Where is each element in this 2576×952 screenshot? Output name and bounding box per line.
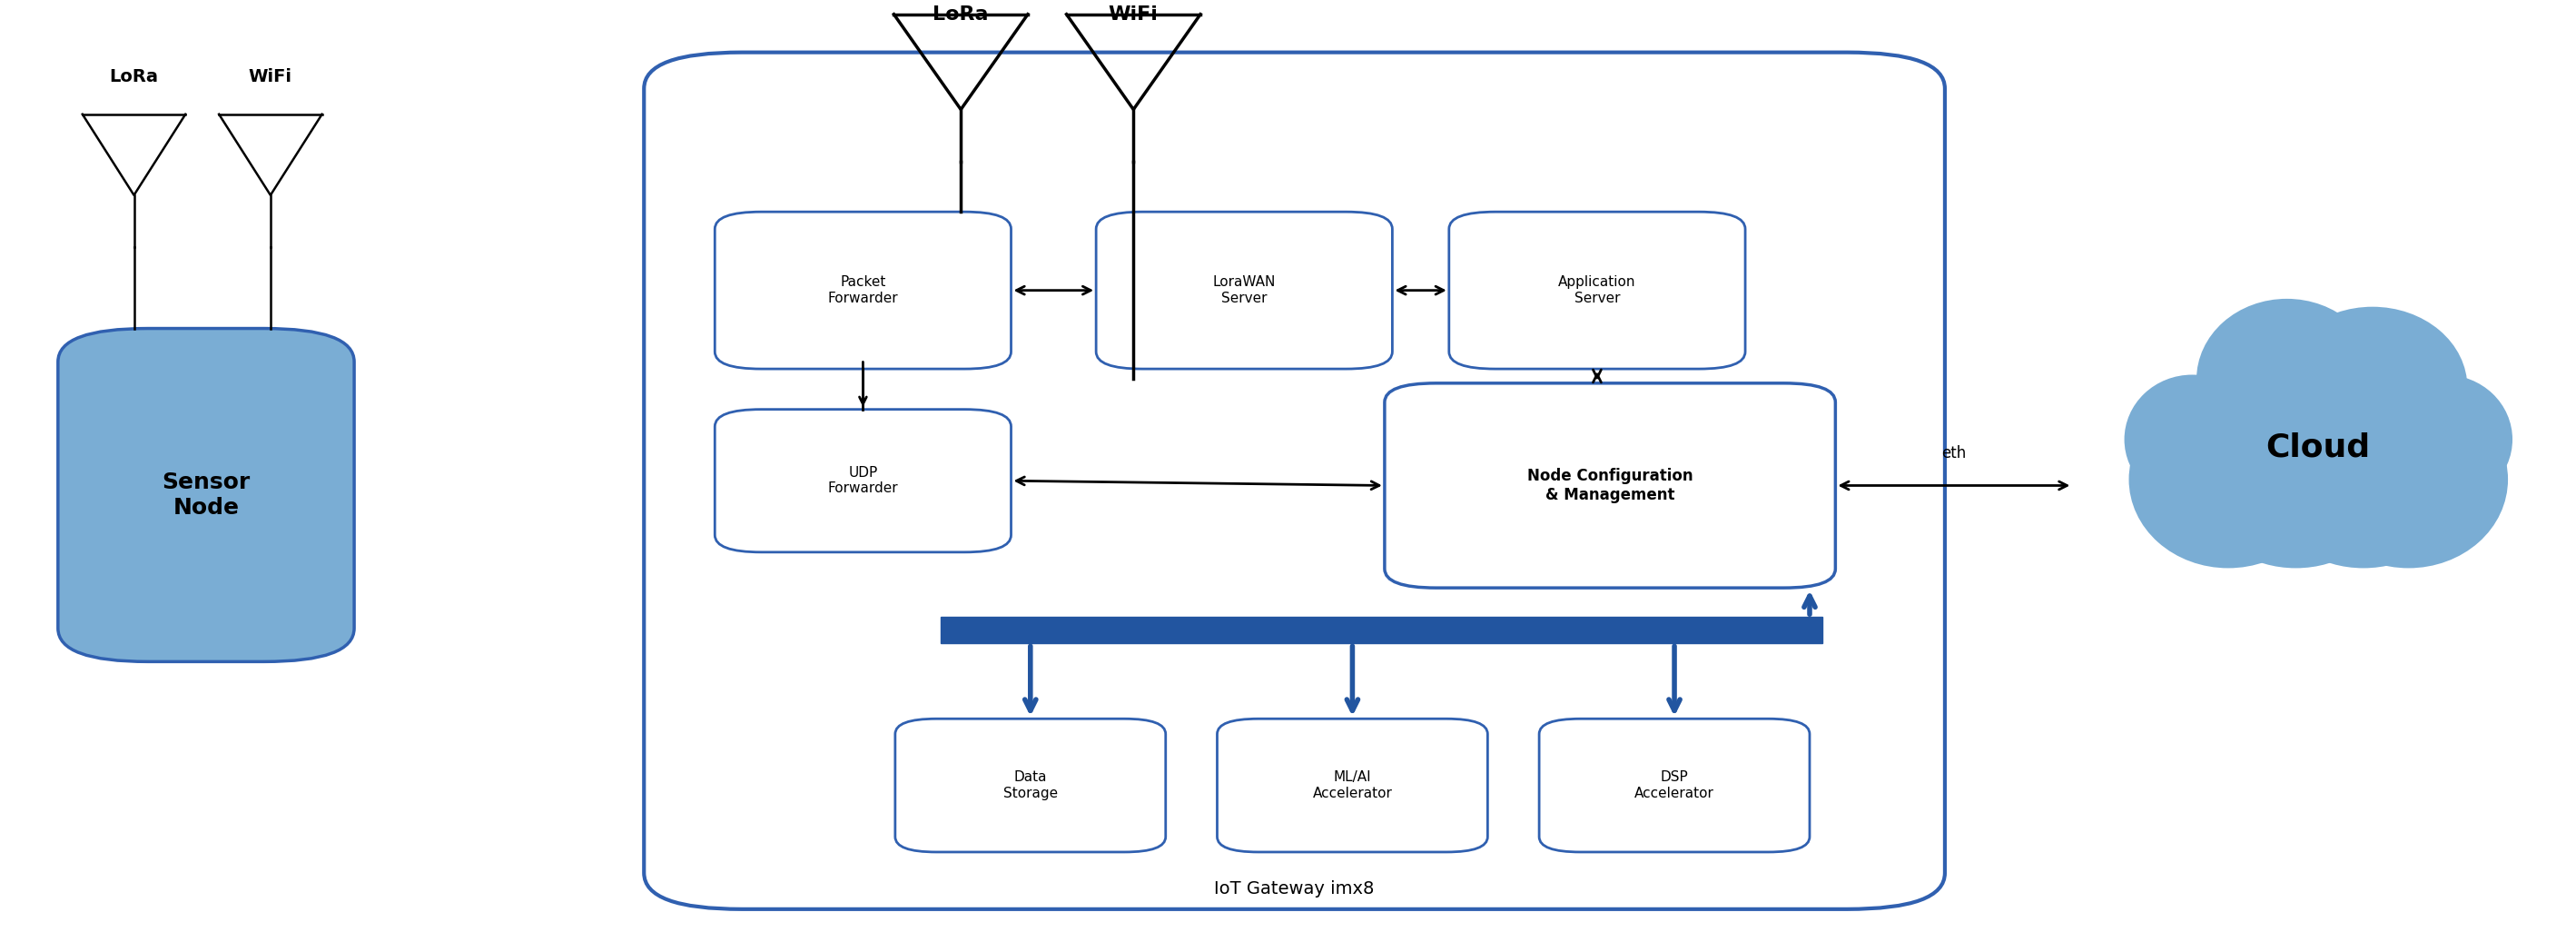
Text: ML/AI
Accelerator: ML/AI Accelerator xyxy=(1314,771,1391,800)
Text: Data
Storage: Data Storage xyxy=(1002,771,1059,800)
Ellipse shape xyxy=(2380,380,2509,500)
FancyBboxPatch shape xyxy=(644,52,1945,909)
Ellipse shape xyxy=(2128,380,2257,500)
Text: UDP
Forwarder: UDP Forwarder xyxy=(827,466,899,495)
Text: Packet
Forwarder: Packet Forwarder xyxy=(827,276,899,305)
FancyBboxPatch shape xyxy=(1218,719,1489,852)
Text: DSP
Accelerator: DSP Accelerator xyxy=(1636,771,1713,800)
FancyBboxPatch shape xyxy=(1448,212,1747,369)
FancyBboxPatch shape xyxy=(1540,719,1808,852)
Text: Cloud: Cloud xyxy=(2267,432,2370,463)
Text: Application
Server: Application Server xyxy=(1558,276,1636,305)
Ellipse shape xyxy=(2172,344,2465,551)
FancyBboxPatch shape xyxy=(896,719,1164,852)
Text: LoRa: LoRa xyxy=(933,6,989,24)
Text: WiFi: WiFi xyxy=(250,69,291,86)
FancyBboxPatch shape xyxy=(1095,212,1391,369)
Text: WiFi: WiFi xyxy=(1108,6,1159,24)
Text: LoraWAN
Server: LoraWAN Server xyxy=(1213,276,1275,305)
Ellipse shape xyxy=(2133,395,2324,564)
Ellipse shape xyxy=(2313,395,2504,564)
Text: LoRa: LoRa xyxy=(108,69,160,86)
FancyBboxPatch shape xyxy=(57,328,355,662)
Ellipse shape xyxy=(2200,304,2372,455)
Bar xyxy=(940,617,1824,644)
Ellipse shape xyxy=(2285,451,2442,564)
Text: IoT Gateway imx8: IoT Gateway imx8 xyxy=(1213,881,1376,898)
FancyBboxPatch shape xyxy=(1386,383,1834,587)
FancyBboxPatch shape xyxy=(716,409,1010,552)
Text: Node Configuration
& Management: Node Configuration & Management xyxy=(1528,467,1692,504)
FancyBboxPatch shape xyxy=(716,212,1010,369)
Text: Sensor
Node: Sensor Node xyxy=(162,471,250,519)
Ellipse shape xyxy=(2282,311,2463,464)
Ellipse shape xyxy=(2218,451,2375,564)
Text: eth: eth xyxy=(1942,446,1965,462)
